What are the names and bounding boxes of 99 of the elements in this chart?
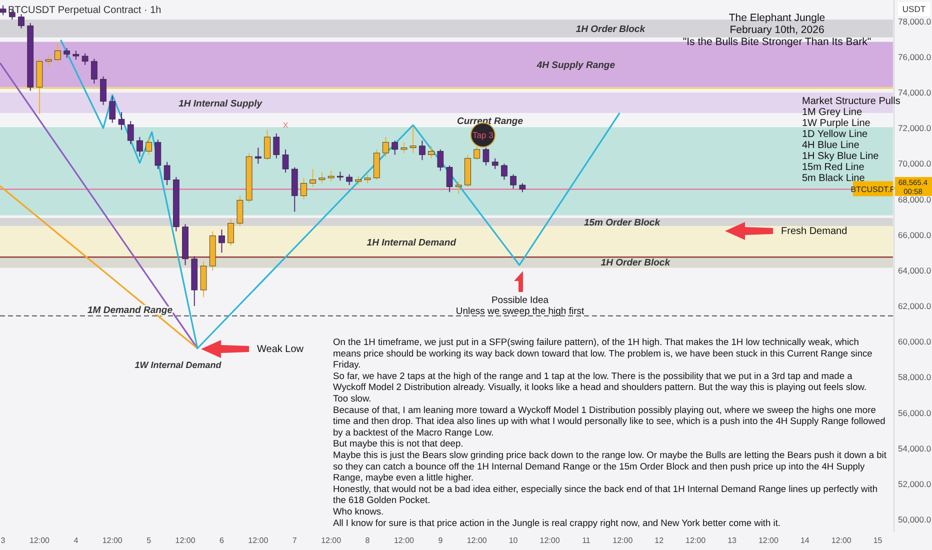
candlestick (310, 168, 316, 188)
candlestick (82, 52, 88, 66)
x-tick-label: 12:00 (102, 536, 123, 545)
x-tick-label: 12:00 (540, 536, 560, 545)
y-tick-label: 70,000.0 (898, 158, 932, 169)
candlestick (18, 14, 24, 29)
candlestick (100, 76, 106, 106)
candlestick (0, 4, 6, 16)
candlestick (236, 195, 244, 226)
x-tick-label: 10 (508, 536, 518, 545)
candlestick (501, 163, 508, 180)
candlestick (264, 129, 270, 161)
candlestick (45, 54, 52, 66)
annotation: BTCUSDT Perpetual Contract · 1h (8, 5, 162, 16)
y-tick-label: 62,000.0 (898, 301, 932, 312)
candlestick (346, 174, 352, 186)
candlestick (136, 136, 143, 158)
x-tick-label: 8 (365, 536, 370, 545)
candlestick (474, 146, 480, 161)
x-tick-label: 12:00 (321, 536, 342, 545)
x-tick-label: 12:00 (831, 536, 852, 545)
y-tick-label: 76,000.0 (898, 52, 932, 62)
y-tick-label: 68,000.0 (898, 194, 932, 204)
x-tick-label: 6 (220, 536, 225, 545)
x-tick-label: 12:00 (466, 536, 488, 545)
candlestick (127, 120, 134, 145)
candlestick (255, 147, 262, 164)
candlestick (64, 48, 70, 58)
x-tick-label: 15 (873, 536, 883, 545)
x-tick-label: 13 (728, 536, 738, 545)
y-tick-label: 72,000.0 (898, 123, 932, 134)
y-tick-label: 74,000.0 (898, 88, 932, 98)
annotation: 1W Internal Demand (134, 360, 222, 370)
candlestick (492, 158, 498, 170)
candlestick (392, 140, 398, 156)
candlestick (109, 96, 116, 124)
y-tick-label: 66,000.0 (898, 230, 932, 240)
candlestick (300, 177, 307, 200)
x-tick-label: 9 (438, 536, 444, 545)
x-tick-label: 12:00 (612, 536, 634, 545)
candlestick (510, 174, 516, 190)
x-tick-label: 12:00 (686, 536, 706, 545)
x-tick-label: 5 (146, 536, 152, 545)
y-tick-label: 78,000.0 (898, 16, 932, 26)
x-tick-label: 12:00 (175, 536, 196, 545)
x-tick-label: 11 (582, 536, 591, 545)
y-tick-label: 60,000.0 (898, 336, 932, 347)
x-tick-label: 12 (654, 536, 664, 545)
candlestick (437, 148, 444, 172)
candlestick (446, 164, 453, 193)
candlestick (428, 145, 434, 159)
y-tick-label: 58,000.0 (898, 372, 932, 382)
band-label: 15m Order Block (584, 217, 661, 228)
band-label: 4H Supply Range (536, 60, 616, 71)
y-axis-title: USDT (902, 4, 926, 14)
annotation: Tap 3 (472, 130, 494, 140)
annotation: Fresh Demand (781, 226, 848, 237)
candlestick (118, 112, 125, 130)
candlestick (318, 172, 326, 184)
candlestick (228, 218, 234, 246)
x-tick-label: 4 (74, 536, 79, 545)
candlestick (482, 147, 490, 166)
candlestick (328, 170, 334, 182)
x-tick-label: 12:00 (248, 536, 269, 545)
x-tick-label: 12:00 (29, 536, 50, 545)
annotation: Weak Low (257, 344, 304, 355)
text: February 10th, 2026 (730, 24, 824, 36)
candlestick (282, 148, 289, 174)
band-label: 1H Internal Demand (366, 237, 456, 248)
candlestick (154, 139, 162, 170)
candlestick (419, 140, 426, 161)
y-tick-label: 50,000.0 (898, 514, 932, 525)
annotation: Possible Idea Unless we sweep the high first (456, 295, 585, 317)
candlestick (382, 136, 389, 158)
candlestick (455, 180, 462, 194)
band-label: 1H Internal Supply (178, 98, 263, 110)
x-tick-label: 14 (800, 536, 810, 545)
x-tick-label: 12:00 (758, 536, 780, 545)
text: The Elephant Jungle (728, 12, 826, 24)
x-tick-label: 12:00 (394, 536, 415, 545)
annotation: X (282, 121, 289, 130)
y-tick-label: 56,000.0 (898, 408, 932, 418)
candlestick (146, 136, 152, 156)
candlestick (164, 161, 170, 186)
candlestick (410, 126, 416, 154)
band-label: 1H Order Block (600, 257, 671, 268)
candlestick (91, 58, 98, 84)
x-tick-label: 7 (292, 536, 298, 545)
candlestick (218, 229, 225, 254)
y-tick-label: 52,000.0 (898, 478, 932, 489)
annotation: "Is the Bulls Bite Stronger Than Its Bark" (682, 36, 872, 48)
y-tick-label: 64,000.0 (898, 265, 932, 276)
candlestick (273, 132, 280, 159)
candlestick (54, 42, 61, 63)
y-tick-label: 54,000.0 (898, 443, 932, 454)
candlestick (400, 142, 408, 154)
band-label: 1H Order Block (576, 24, 646, 35)
text: On the 1H timeframe, we just put in a SFP(swing failure pattern), of the 1H high. That makes the 1H low technically weak, which means price should be working its way back down toward that low. The problem is, we have been stuck in this Current Range since Friday. So far, we have 2 taps at the high of the range and 1 tap at the low. There is the possibility that we put in a 3rd tap and made a Wyckoff Model 2 Distribution already. Visually, it looks like a head and shoulders pattern. But the way this is playing out feels slow. Too slow. Because of that, I am leaning more toward a Wyckoff Model 1 Distribution possibly playing out, where we sweep the highs one more time and then drop. That idea also lines up with what I would personally like to see, which is a push into the 4H Supply Range followed by a backtest of the Macro Range Low. But maybe this is not that deep. Maybe this is just the Bears slow grinding price back down to the range low. Or maybe the Bulls are letting the Bears push it down a bit so they can catch a bounce off the 1H Internal Demand Range or the 15m Order Block and then push price up into the 4H Supply Range, maybe even a little higher. Honestly, that would not be a bad idea either, especially since the back end of that 1H Internal Demand Range lines up perfectly with the 618 Golden Pocket. Who knows. All I know for sure is that price action in the Jungle is real crappy right now, and New York better come with it. (333, 337, 886, 528)
x-tick-label: 3 (0, 536, 6, 545)
